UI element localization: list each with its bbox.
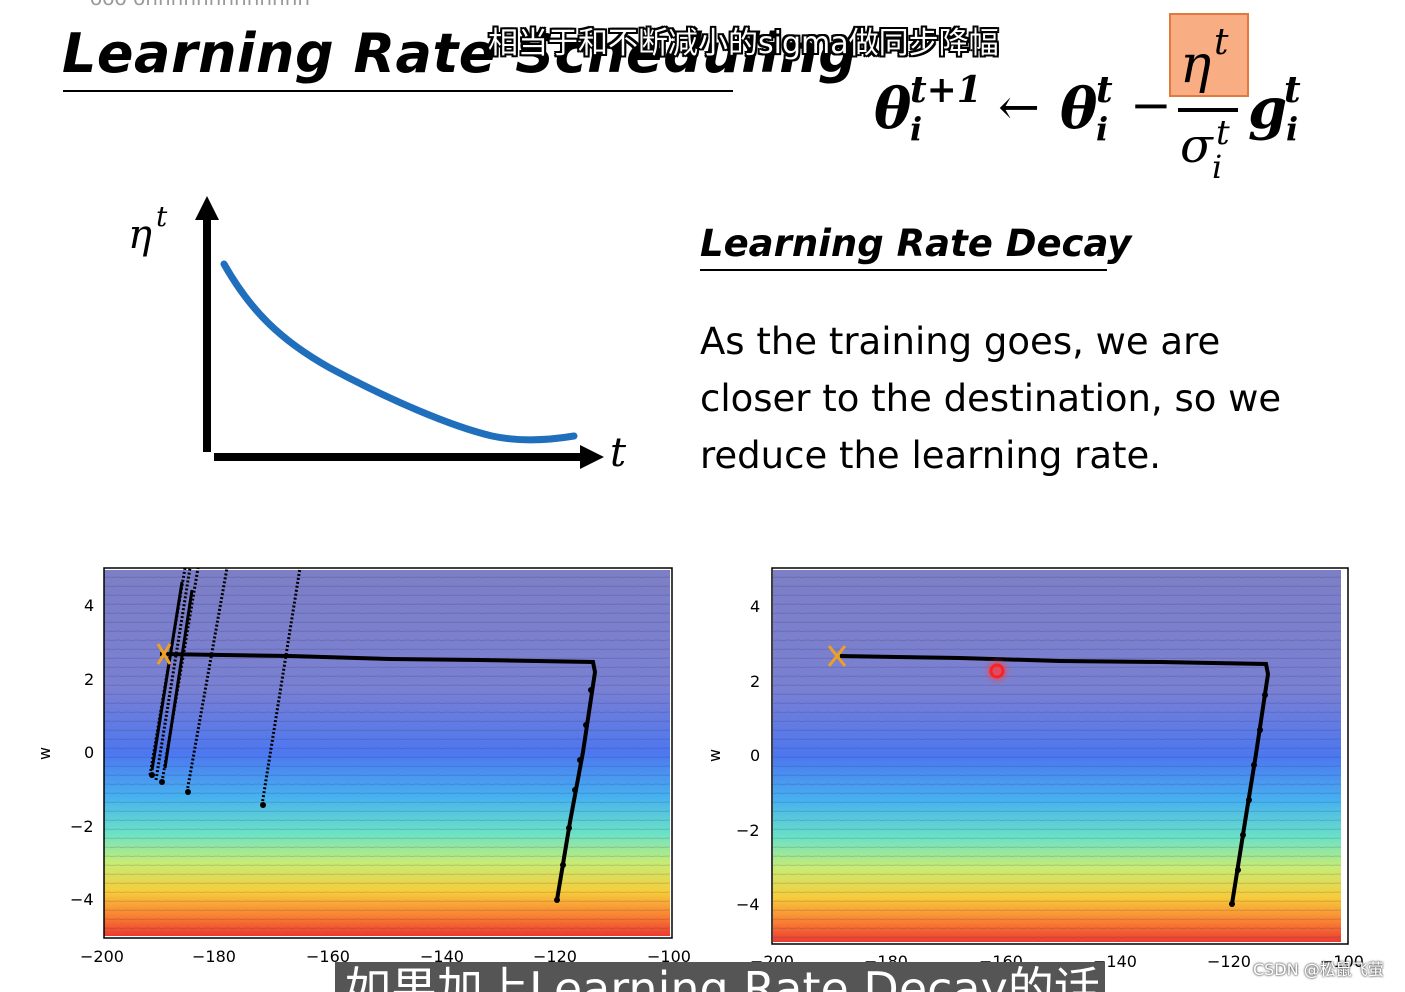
eta-highlight-box [1169, 13, 1249, 97]
left-point [588, 687, 594, 693]
right-x-tick-5: −120 [1207, 952, 1251, 971]
left-point [583, 722, 589, 728]
left-y-tick-m4: −4 [70, 890, 94, 909]
left-y-tick-m2: −2 [70, 817, 94, 836]
left-x-tick-3: −160 [306, 947, 350, 966]
formula-minus: − [1130, 76, 1172, 134]
title-underline [63, 90, 733, 92]
formula-theta-lhs: θ [874, 76, 912, 142]
left-x-tick-2: −180 [192, 947, 236, 966]
cursor-pointer-icon [989, 663, 1005, 679]
left-point [260, 802, 266, 808]
formula-sup-t-g: t [1284, 69, 1301, 111]
plot-without-decay: 4 2 0 −2 −4 w −200 −180 −160 −140 −120 −… [35, 567, 691, 966]
left-point [159, 779, 165, 785]
left-streak-7 [163, 589, 194, 769]
decay-y-label: η t [128, 200, 168, 258]
left-x-tick-4: −140 [420, 947, 464, 966]
decay-text-line-1: As the training goes, we are [700, 320, 1221, 363]
right-y-axis-label: w [705, 749, 724, 762]
left-x-tick-6: −100 [647, 947, 691, 966]
left-y-tick-0: 0 [84, 743, 94, 762]
left-trajectory-points [149, 687, 594, 903]
right-plot-frame [771, 567, 1349, 945]
left-point [572, 787, 578, 793]
left-point [566, 825, 572, 831]
right-point [1235, 867, 1241, 873]
left-point [149, 772, 155, 778]
update-formula: θ t+1 i ← θ t i − η t σ t i g t i [874, 13, 1301, 186]
formula-theta-rhs: θ [1060, 76, 1098, 142]
formula-arrow: ← [998, 78, 1040, 136]
left-streak-4 [185, 567, 229, 793]
right-point [1240, 832, 1246, 838]
left-y-tick-4: 4 [84, 596, 94, 615]
formula-sup-t-sigma: t [1216, 113, 1230, 153]
left-x-tick-1: −200 [80, 947, 124, 966]
decay-y-label-sup: t [156, 200, 168, 233]
right-y-tick-4: 4 [750, 597, 760, 616]
right-y-tick-m2: −2 [736, 821, 760, 840]
formula-sup-t-theta: t [1096, 69, 1113, 111]
decay-curve-line [220, 260, 578, 444]
formula-sigma: σ [1180, 118, 1214, 174]
left-point [577, 757, 583, 763]
right-y-tick-2: 2 [750, 672, 760, 691]
right-point [1251, 762, 1257, 768]
decay-x-axis-arrowhead [580, 445, 604, 469]
formula-eta: η [1180, 35, 1211, 95]
left-y-tick-2: 2 [84, 670, 94, 689]
decay-y-label-symbol: η [128, 212, 152, 258]
formula-g: g [1248, 76, 1287, 142]
formula-sub-i-sigma: i [1212, 148, 1222, 186]
left-y-axis-label: w [35, 747, 54, 760]
right-start-point [1229, 901, 1235, 907]
right-point [1246, 797, 1252, 803]
formula-sup-t-eta: t [1214, 22, 1229, 63]
decay-text-line-3: reduce the learning rate. [700, 434, 1162, 477]
right-y-tick-m4: −4 [736, 895, 760, 914]
left-target-cross [156, 643, 172, 665]
left-point [560, 862, 566, 868]
left-streak-6 [150, 581, 184, 771]
subtitle-caption-top: 相当于和不断减小的sigma做同步降幅 [488, 26, 999, 61]
right-trajectory-points [1229, 692, 1268, 907]
formula-sub-i-g: i [1286, 110, 1298, 148]
decay-explanation: As the training goes, we are closer to t… [700, 313, 1360, 484]
left-contour-lines [104, 570, 670, 936]
right-point [1257, 727, 1263, 733]
csdn-watermark: CSDN @松鼠飞萤 [1253, 960, 1384, 979]
decay-heading-underline [700, 269, 1107, 271]
decay-x-label: t [610, 430, 627, 476]
left-start-point [554, 897, 560, 903]
left-trajectory [159, 652, 598, 901]
top-artifact-text: ooo onnnnnnnnnnnnn [90, 0, 310, 10]
formula-sub-i-lhs: i [910, 110, 922, 148]
right-point [1262, 692, 1268, 698]
left-streak-5 [260, 567, 302, 806]
slide-title: Learning Rate Scheduling [62, 22, 858, 85]
plot-with-decay: 4 2 0 −2 −4 w −200 −180 −160 −140 −120 −… [705, 567, 1364, 971]
right-target-cross [827, 645, 847, 667]
subtitle-caption-bottom: 如果加上Learning Rate Decay的话 [335, 962, 1105, 992]
decay-heading: Learning Rate Decay [700, 222, 1132, 265]
right-contour-lines [773, 570, 1341, 942]
decay-y-axis-arrowhead [195, 196, 219, 220]
cursor-glow [983, 657, 1011, 685]
left-point [185, 789, 191, 795]
left-plot-frame [103, 567, 673, 939]
formula-sub-i-theta: i [1096, 110, 1108, 148]
learning-rate-decay-graph: η t t [128, 196, 627, 476]
decay-text-line-2: closer to the destination, so we [700, 377, 1282, 420]
formula-sup-next: t+1 [910, 69, 982, 111]
right-x-tick-6: −100 [1320, 952, 1364, 971]
right-y-tick-0: 0 [750, 746, 760, 765]
left-x-tick-5: −120 [533, 947, 577, 966]
subtitle-bottom-text: 如果加上Learning Rate Decay的话 [345, 962, 1100, 992]
